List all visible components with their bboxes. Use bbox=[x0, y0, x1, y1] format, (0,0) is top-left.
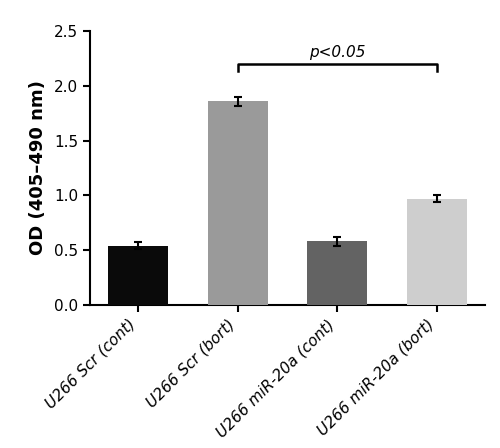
Bar bbox=[308, 241, 368, 305]
Y-axis label: OD (405–490 nm): OD (405–490 nm) bbox=[29, 81, 47, 255]
Bar bbox=[407, 198, 467, 305]
Bar bbox=[108, 246, 168, 305]
Text: p<0.05: p<0.05 bbox=[309, 45, 366, 60]
Bar bbox=[208, 101, 268, 305]
